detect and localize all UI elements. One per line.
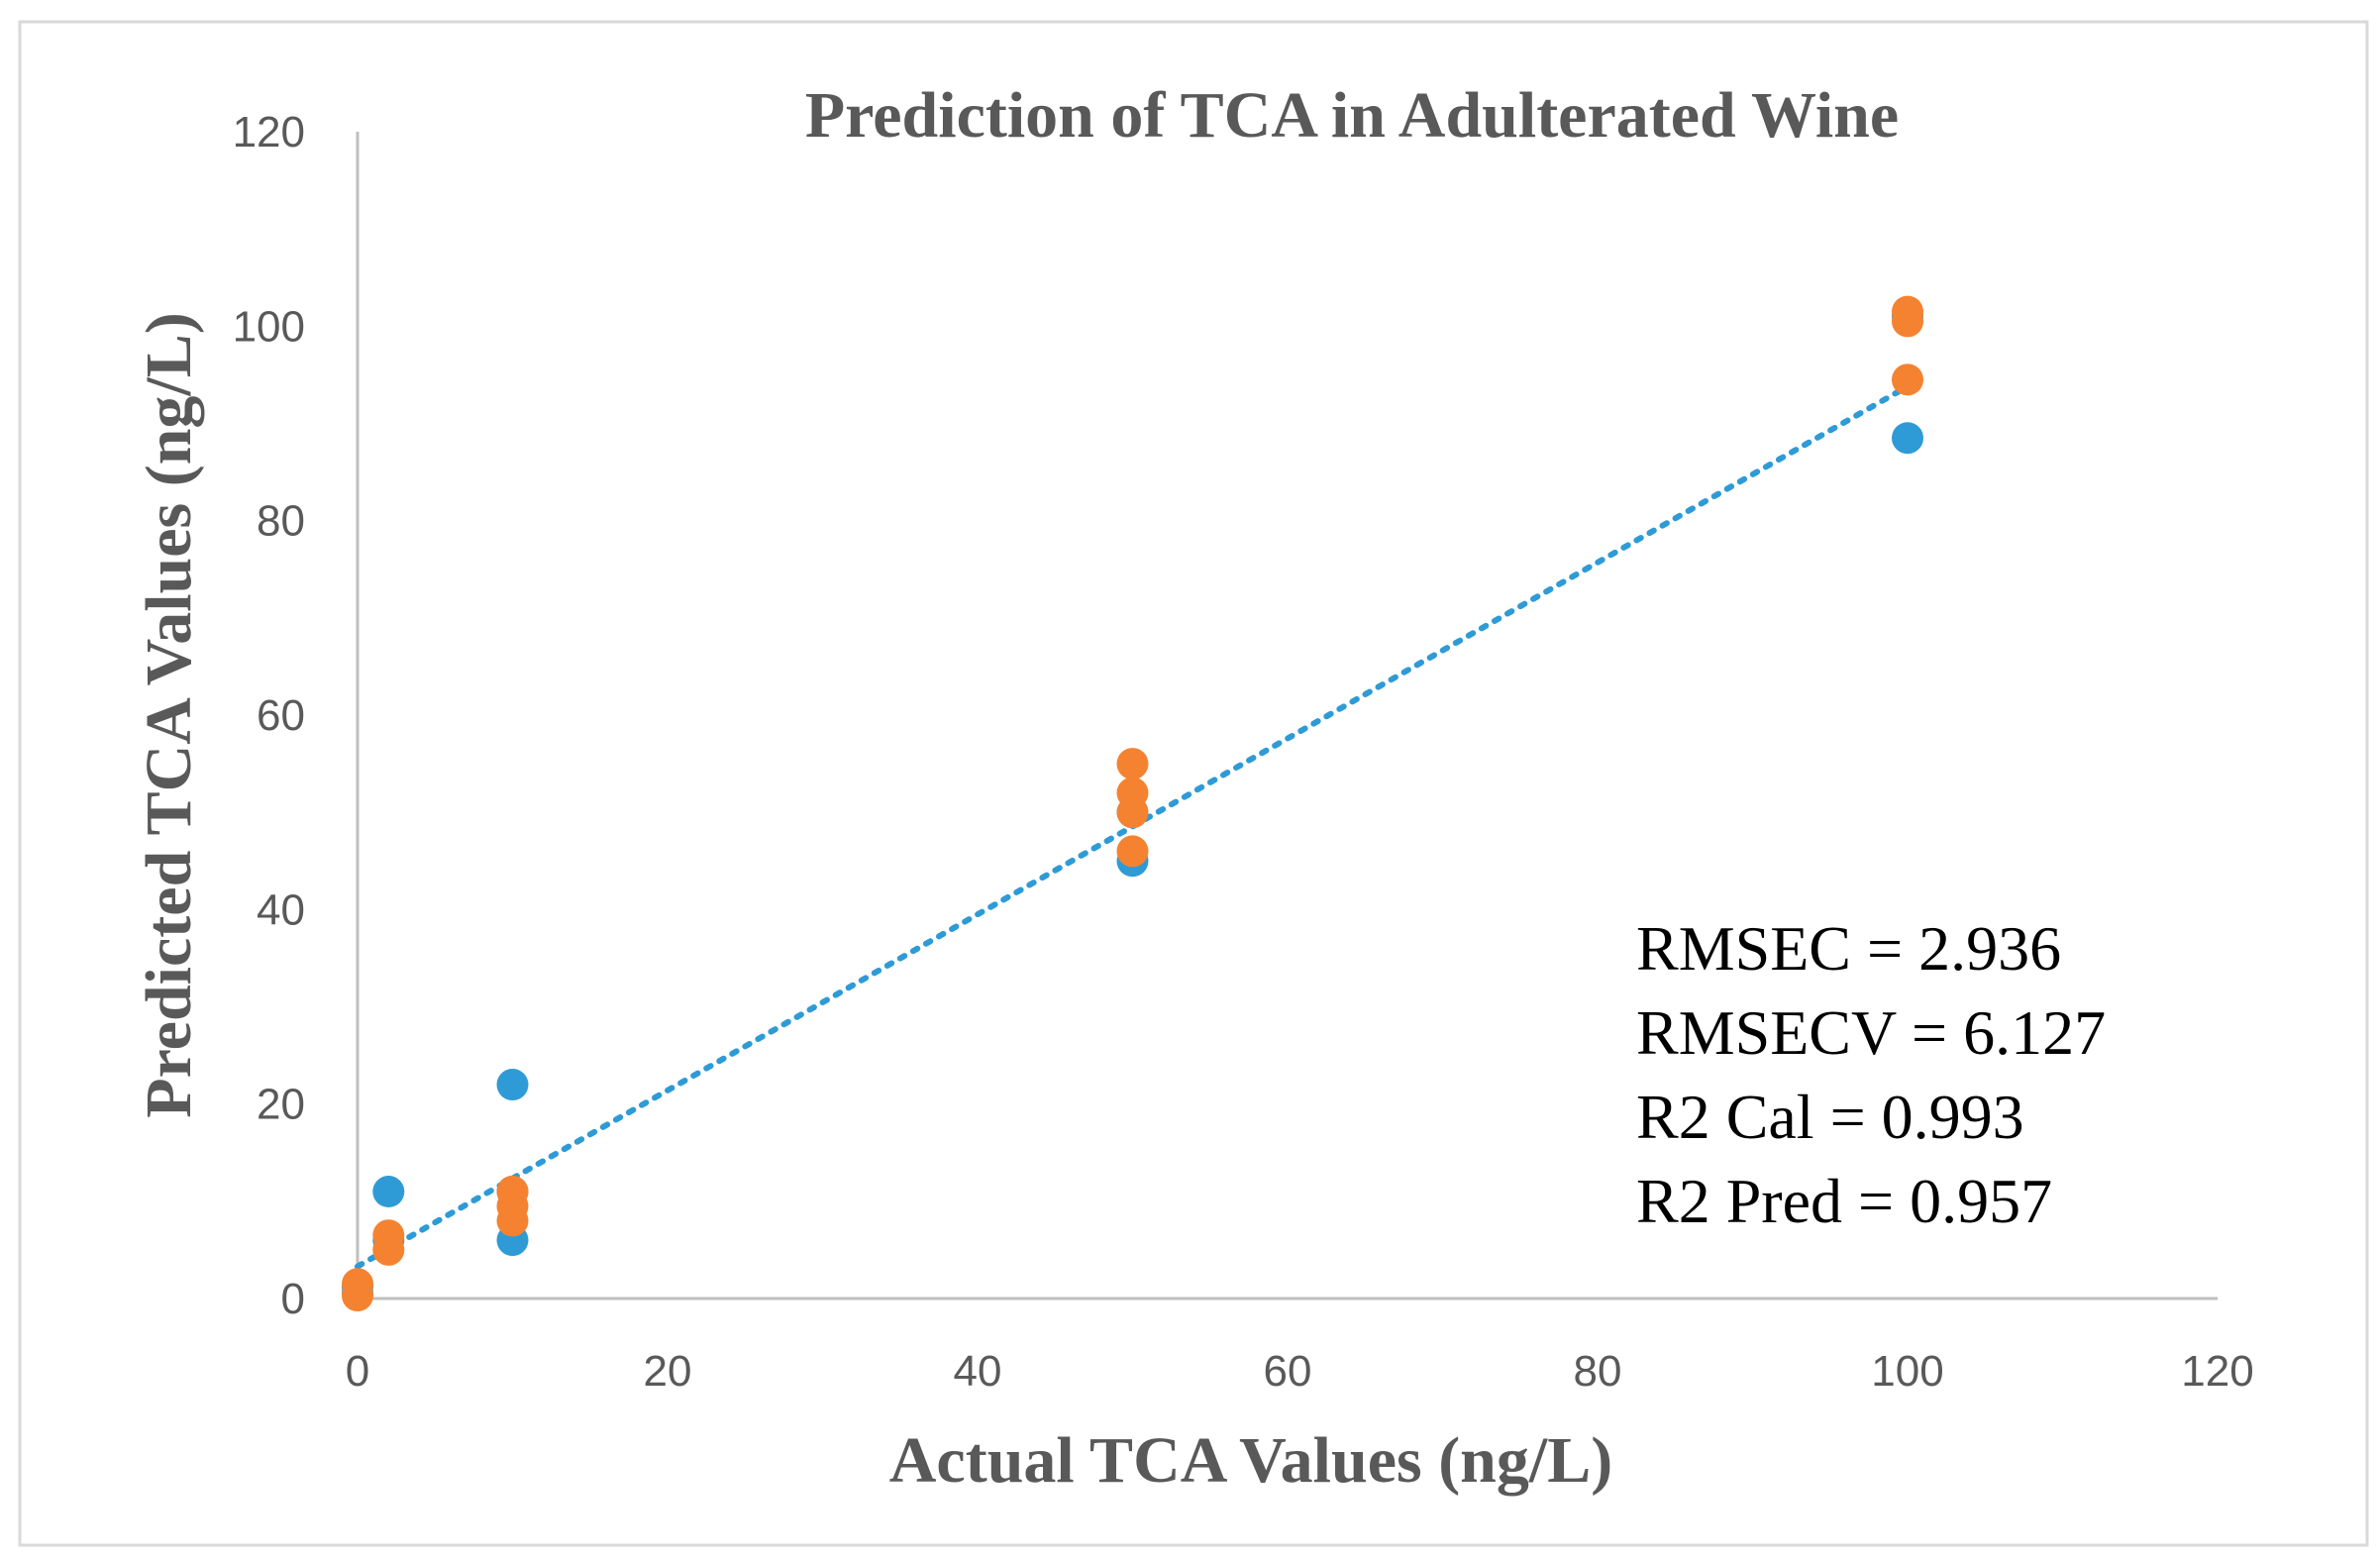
chart-title: Prediction of TCA in Adulterated Wine	[805, 79, 1899, 152]
data-point-calibration	[372, 1176, 405, 1208]
data-point-prediction	[496, 1176, 529, 1208]
x-tick-label: 20	[644, 1347, 692, 1396]
series-prediction	[342, 295, 1923, 1312]
r2-pred-text: R2 Pred = 0.957	[1636, 1166, 2052, 1236]
y-tick-label: 60	[257, 691, 305, 740]
data-point-prediction	[1892, 295, 1923, 328]
rmsec-text: RMSEC = 2.936	[1636, 913, 2061, 984]
data-point-calibration	[496, 1069, 529, 1101]
data-point-prediction	[1116, 777, 1149, 809]
x-tick-labels: 0 20 40 60 80 100 120	[346, 1347, 2254, 1396]
x-tick-label: 80	[1574, 1347, 1622, 1396]
y-tick-label: 80	[257, 497, 305, 546]
x-tick-label: 40	[954, 1347, 1002, 1396]
rmsecv-text: RMSECV = 6.127	[1636, 997, 2106, 1068]
y-tick-label: 40	[257, 885, 305, 934]
data-point-calibration	[1892, 422, 1923, 455]
data-points	[342, 295, 1923, 1312]
x-tick-label: 0	[346, 1347, 369, 1396]
data-point-prediction	[1116, 835, 1149, 868]
r2-cal-text: R2 Cal = 0.993	[1636, 1082, 2024, 1152]
y-tick-label: 20	[257, 1081, 305, 1129]
y-tick-label: 0	[281, 1275, 305, 1323]
data-point-prediction	[372, 1219, 405, 1252]
x-tick-label: 120	[2181, 1347, 2253, 1396]
y-tick-label: 120	[233, 108, 305, 156]
y-tick-label: 100	[233, 302, 305, 351]
y-axis-title: Predicted TCA Values (ng/L)	[133, 312, 205, 1118]
x-tick-label: 60	[1264, 1347, 1312, 1396]
x-axis-title: Actual TCA Values (ng/L)	[889, 1424, 1612, 1497]
data-point-prediction	[1892, 364, 1923, 396]
x-tick-label: 100	[1871, 1347, 1943, 1396]
chart-frame	[18, 20, 2369, 1547]
data-point-prediction	[342, 1268, 373, 1300]
stats-annotation: RMSEC = 2.936 RMSECV = 6.127 R2 Cal = 0.…	[1636, 913, 2106, 1236]
data-point-prediction	[1116, 748, 1149, 780]
y-tick-labels: 0 20 40 60 80 100 120	[233, 108, 305, 1323]
